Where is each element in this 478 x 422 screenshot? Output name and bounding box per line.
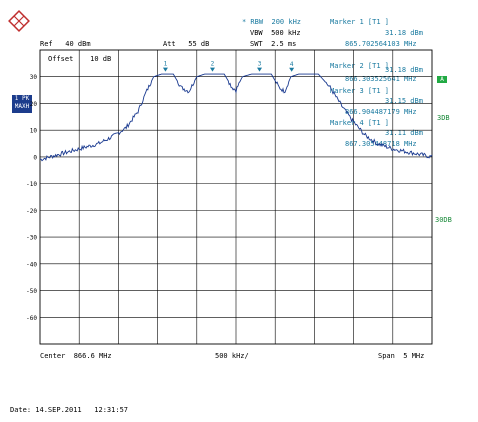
y-axis-ticks: 30 20 10 0 -10 -20 -30 -40 -50 -60	[26, 74, 37, 322]
marker-glyphs: 1 2 3 4	[162, 61, 295, 72]
y-tick-label: 20	[30, 101, 38, 108]
marker-3-level: 31.15 dBm	[385, 97, 423, 105]
y-tick-label: -10	[26, 181, 37, 188]
marker-2-level: 31.18 dBm	[385, 66, 423, 74]
30db-note: 30DB	[435, 216, 452, 224]
reference-level: Ref 40 dBm	[40, 40, 91, 48]
marker-2-title: Marker 2 [T1 ]	[330, 62, 390, 70]
date-stamp: Date: 14.SEP.2011 12:31:57	[10, 406, 129, 414]
y-tick-label: 10	[30, 128, 38, 135]
sweep-time-setting: SWT 2.5 ms	[250, 40, 297, 48]
frequency-span: Span 5 MHz	[378, 352, 425, 360]
y-tick-label: -40	[26, 261, 37, 268]
marker-3-title: Marker 3 [T1 ]	[330, 87, 390, 95]
y-tick-label: -20	[26, 208, 37, 215]
marker-1-title: Marker 1 [T1 ]	[330, 18, 390, 26]
offset-setting: Offset 10 dB	[48, 55, 112, 63]
marker-triangle	[257, 67, 263, 72]
trace-mode-box: 1 PK MAXH	[12, 95, 32, 113]
y-tick-label: 0	[33, 154, 37, 161]
y-tick-label: -60	[26, 315, 37, 322]
marker-number: 1	[164, 61, 168, 68]
rohde-schwarz-logo-icon	[8, 10, 30, 32]
spectrum-trace	[39, 73, 433, 162]
softkey-a-button[interactable]: A	[437, 76, 447, 83]
trace-mode-label: MAXH	[14, 103, 30, 110]
marker-3-freq: 866.904487179 MHz	[345, 108, 417, 116]
marker-number: 2	[211, 61, 215, 68]
trace-detector-label: 1 PK	[14, 95, 30, 102]
marker-number: 3	[258, 61, 262, 68]
y-tick-label: -30	[26, 235, 37, 242]
marker-1-level: 31.18 dBm	[385, 29, 423, 37]
center-frequency: Center 866.6 MHz	[40, 352, 112, 360]
marker-4-level: 31.11 dBm	[385, 129, 423, 137]
marker-triangle	[209, 67, 215, 72]
attenuation-setting: Att 55 dB	[163, 40, 210, 48]
marker-2-freq: 866.303525641 MHz	[345, 75, 417, 83]
rbw-setting: * RBW 200 kHz	[242, 18, 302, 26]
marker-number: 4	[290, 61, 294, 68]
y-tick-label: -50	[26, 288, 37, 295]
marker-4-title: Marker 4 [T1 ]	[330, 119, 390, 127]
marker-1-freq: 865.702564103 MHz	[345, 40, 417, 48]
3db-note: 3DB	[437, 114, 450, 122]
graticule	[39, 49, 433, 345]
marker-triangle	[162, 67, 168, 72]
y-tick-label: 30	[30, 74, 38, 81]
marker-triangle	[289, 67, 295, 72]
vbw-setting: VBW 500 kHz	[250, 29, 301, 37]
frequency-per-division: 500 kHz/	[215, 352, 249, 360]
marker-4-freq: 867.305448718 MHz	[345, 140, 417, 148]
